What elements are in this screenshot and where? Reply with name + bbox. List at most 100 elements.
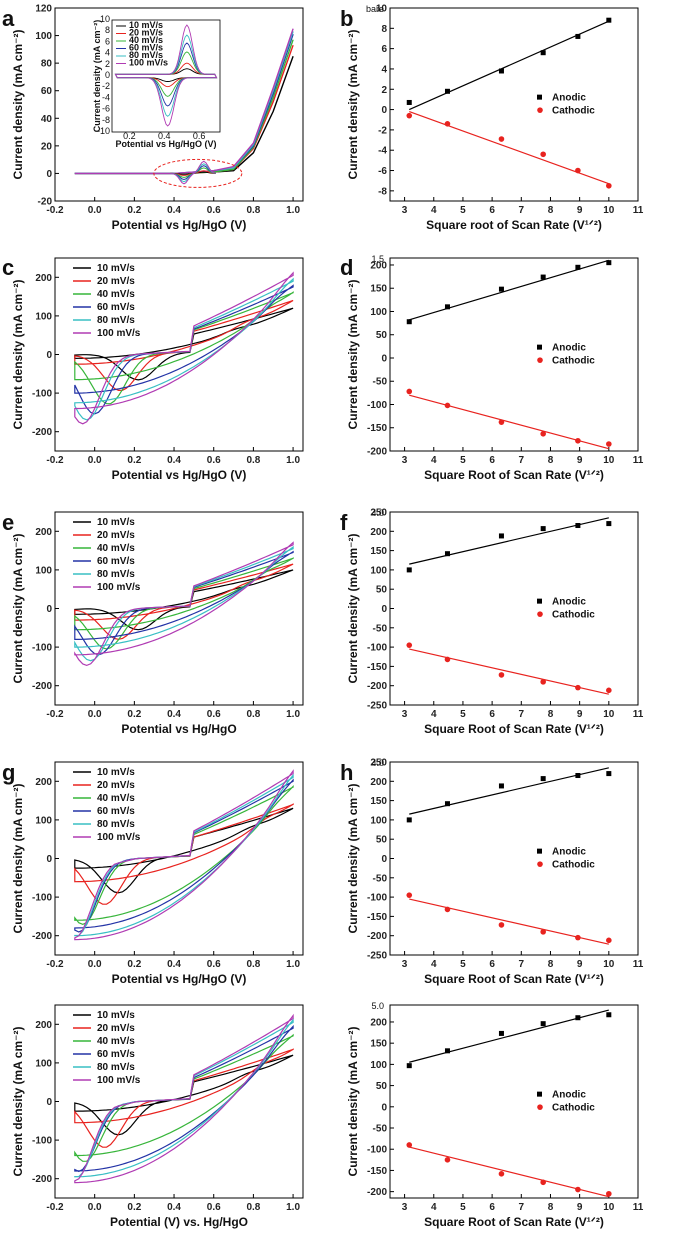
x-tick-label: 0.8 [246,959,260,970]
inset-y-tick: 8 [105,25,110,35]
legend-entry: 20 mV/s [97,276,135,287]
y-tick-label: -200 [367,931,387,942]
y-tick-label: 120 [35,4,52,15]
data-point-cathodic [444,121,451,127]
y-tick-label: 150 [370,796,387,807]
x-tick-label: 6 [489,959,495,970]
x-axis-label: Potential vs Hg/HgO (V) [112,972,247,986]
x-tick-label: 9 [577,455,583,466]
y-tick-label: -2 [378,125,387,136]
x-tick-label: 0.2 [127,205,141,216]
data-point-cathodic [406,642,413,648]
data-point-anodic [575,264,581,270]
y-tick-label: 200 [370,260,387,271]
x-axis-label: Square Root of Scan Rate (V¹ᐟ²) [424,468,604,482]
data-point-cathodic [540,1179,546,1186]
legend-entry: 40 mV/s [97,543,135,554]
y-tick-label: -150 [367,1166,387,1177]
inset-cv-curve [114,24,218,127]
legend-marker [537,357,543,363]
legend-entry: 20 mV/s [97,530,135,541]
y-tick-label: 200 [35,1020,52,1031]
y-tick-label: -150 [367,912,387,923]
x-tick-label: 0.6 [207,205,221,216]
data-point-cathodic [444,906,451,913]
scatter-panel-j: 3 4 5 6 7 8 9 10 11 -200 -150 -100 -50 0 50 100 150 200 Sq… [346,1001,644,1229]
y-tick-label: 0 [381,1102,387,1113]
y-tick-label: 0 [46,169,52,180]
y-tick-label: -200 [367,1187,387,1198]
y-tick-label: -200 [367,681,387,692]
x-tick-label: 0.6 [207,1202,221,1213]
x-tick-label: 4 [431,709,437,720]
x-tick-label: 9 [577,1202,583,1213]
cv-curve [74,550,294,656]
legend-entry: 100 mV/s [97,582,141,593]
legend-entry: 20 mV/s [97,780,135,791]
legend-entry: Cathodic [552,356,595,367]
y-tick-label: 100 [370,565,387,576]
y-tick-label: -200 [32,1174,52,1185]
inset-legend-entry: 100 mV/s [129,58,168,68]
inset-y-label: Current density (mA cm⁻²) [92,20,102,132]
y-tick-label: -150 [367,662,387,673]
inset-y-tick: 2 [105,59,110,69]
y-tick-label: -100 [367,1145,387,1156]
data-point-cathodic [575,437,581,444]
x-tick-label: 7 [519,709,525,720]
data-point-anodic [444,1048,450,1054]
x-tick-label: -0.2 [46,455,64,466]
x-tick-label: 6 [489,1202,495,1213]
cv-curve [74,803,294,905]
legend-entry: Cathodic [552,610,595,621]
x-tick-label: 0.2 [127,709,141,720]
inset-y-tick: -6 [102,104,110,114]
y-tick-label: 0 [381,105,387,116]
panel-label: g [2,760,15,785]
y-tick-label: 0 [381,604,387,615]
legend-entry: 80 mV/s [97,569,135,580]
x-tick-label: 3 [402,959,408,970]
panel-tag: 5.0 [371,1001,384,1011]
y-tick-label: -150 [367,423,387,434]
y-axis-label: Current density (mA cm⁻²) [346,534,360,684]
data-point-anodic [498,533,504,539]
legend-entry: 60 mV/s [97,302,135,313]
y-tick-label: -200 [32,681,52,692]
y-tick-label: -100 [32,643,52,654]
cv-panel-c: -0.2 0.0 0.2 0.4 0.6 0.8 1.0 -200 -100 0 100 200 Pot… [2,255,304,482]
data-point-anodic [498,783,504,789]
inset-y-tick: -10 [97,126,110,136]
x-tick-label: 4 [431,1202,437,1213]
x-tick-label: 0.8 [246,205,260,216]
data-point-anodic [575,523,581,529]
y-axis-label: Current density (mA cm⁻²) [346,784,360,934]
x-tick-label: 0.4 [167,709,181,720]
inset-x-tick: 0.6 [193,131,206,141]
y-tick-label: 50 [376,835,388,846]
x-tick-label: -0.2 [46,205,64,216]
x-tick-label: 10 [603,709,615,720]
data-point-cathodic [606,1190,612,1197]
x-tick-label: 10 [603,1202,615,1213]
cv-curve [74,557,294,650]
legend-entry: 100 mV/s [97,1075,141,1086]
y-tick-label: 200 [370,777,387,788]
data-point-cathodic [444,402,451,409]
y-tick-label: 100 [370,1060,387,1071]
y-tick-label: 200 [370,527,387,538]
legend-entry: 40 mV/s [97,289,135,300]
x-tick-label: 7 [519,1202,525,1213]
x-tick-label: 9 [577,959,583,970]
data-point-anodic [540,274,546,280]
x-axis-label: Square Root of Scan Rate (V¹ᐟ²) [424,972,604,986]
fit-line [409,259,609,321]
y-axis-label: Current density (mA cm⁻²) [11,30,25,180]
data-point-anodic [575,33,581,39]
x-tick-label: 0.0 [88,205,102,216]
y-tick-label: 250 [370,508,387,519]
y-tick-label: 100 [370,815,387,826]
inset-y-tick: -4 [102,92,110,102]
cv-curve [74,307,294,381]
y-tick-label: -100 [32,389,52,400]
